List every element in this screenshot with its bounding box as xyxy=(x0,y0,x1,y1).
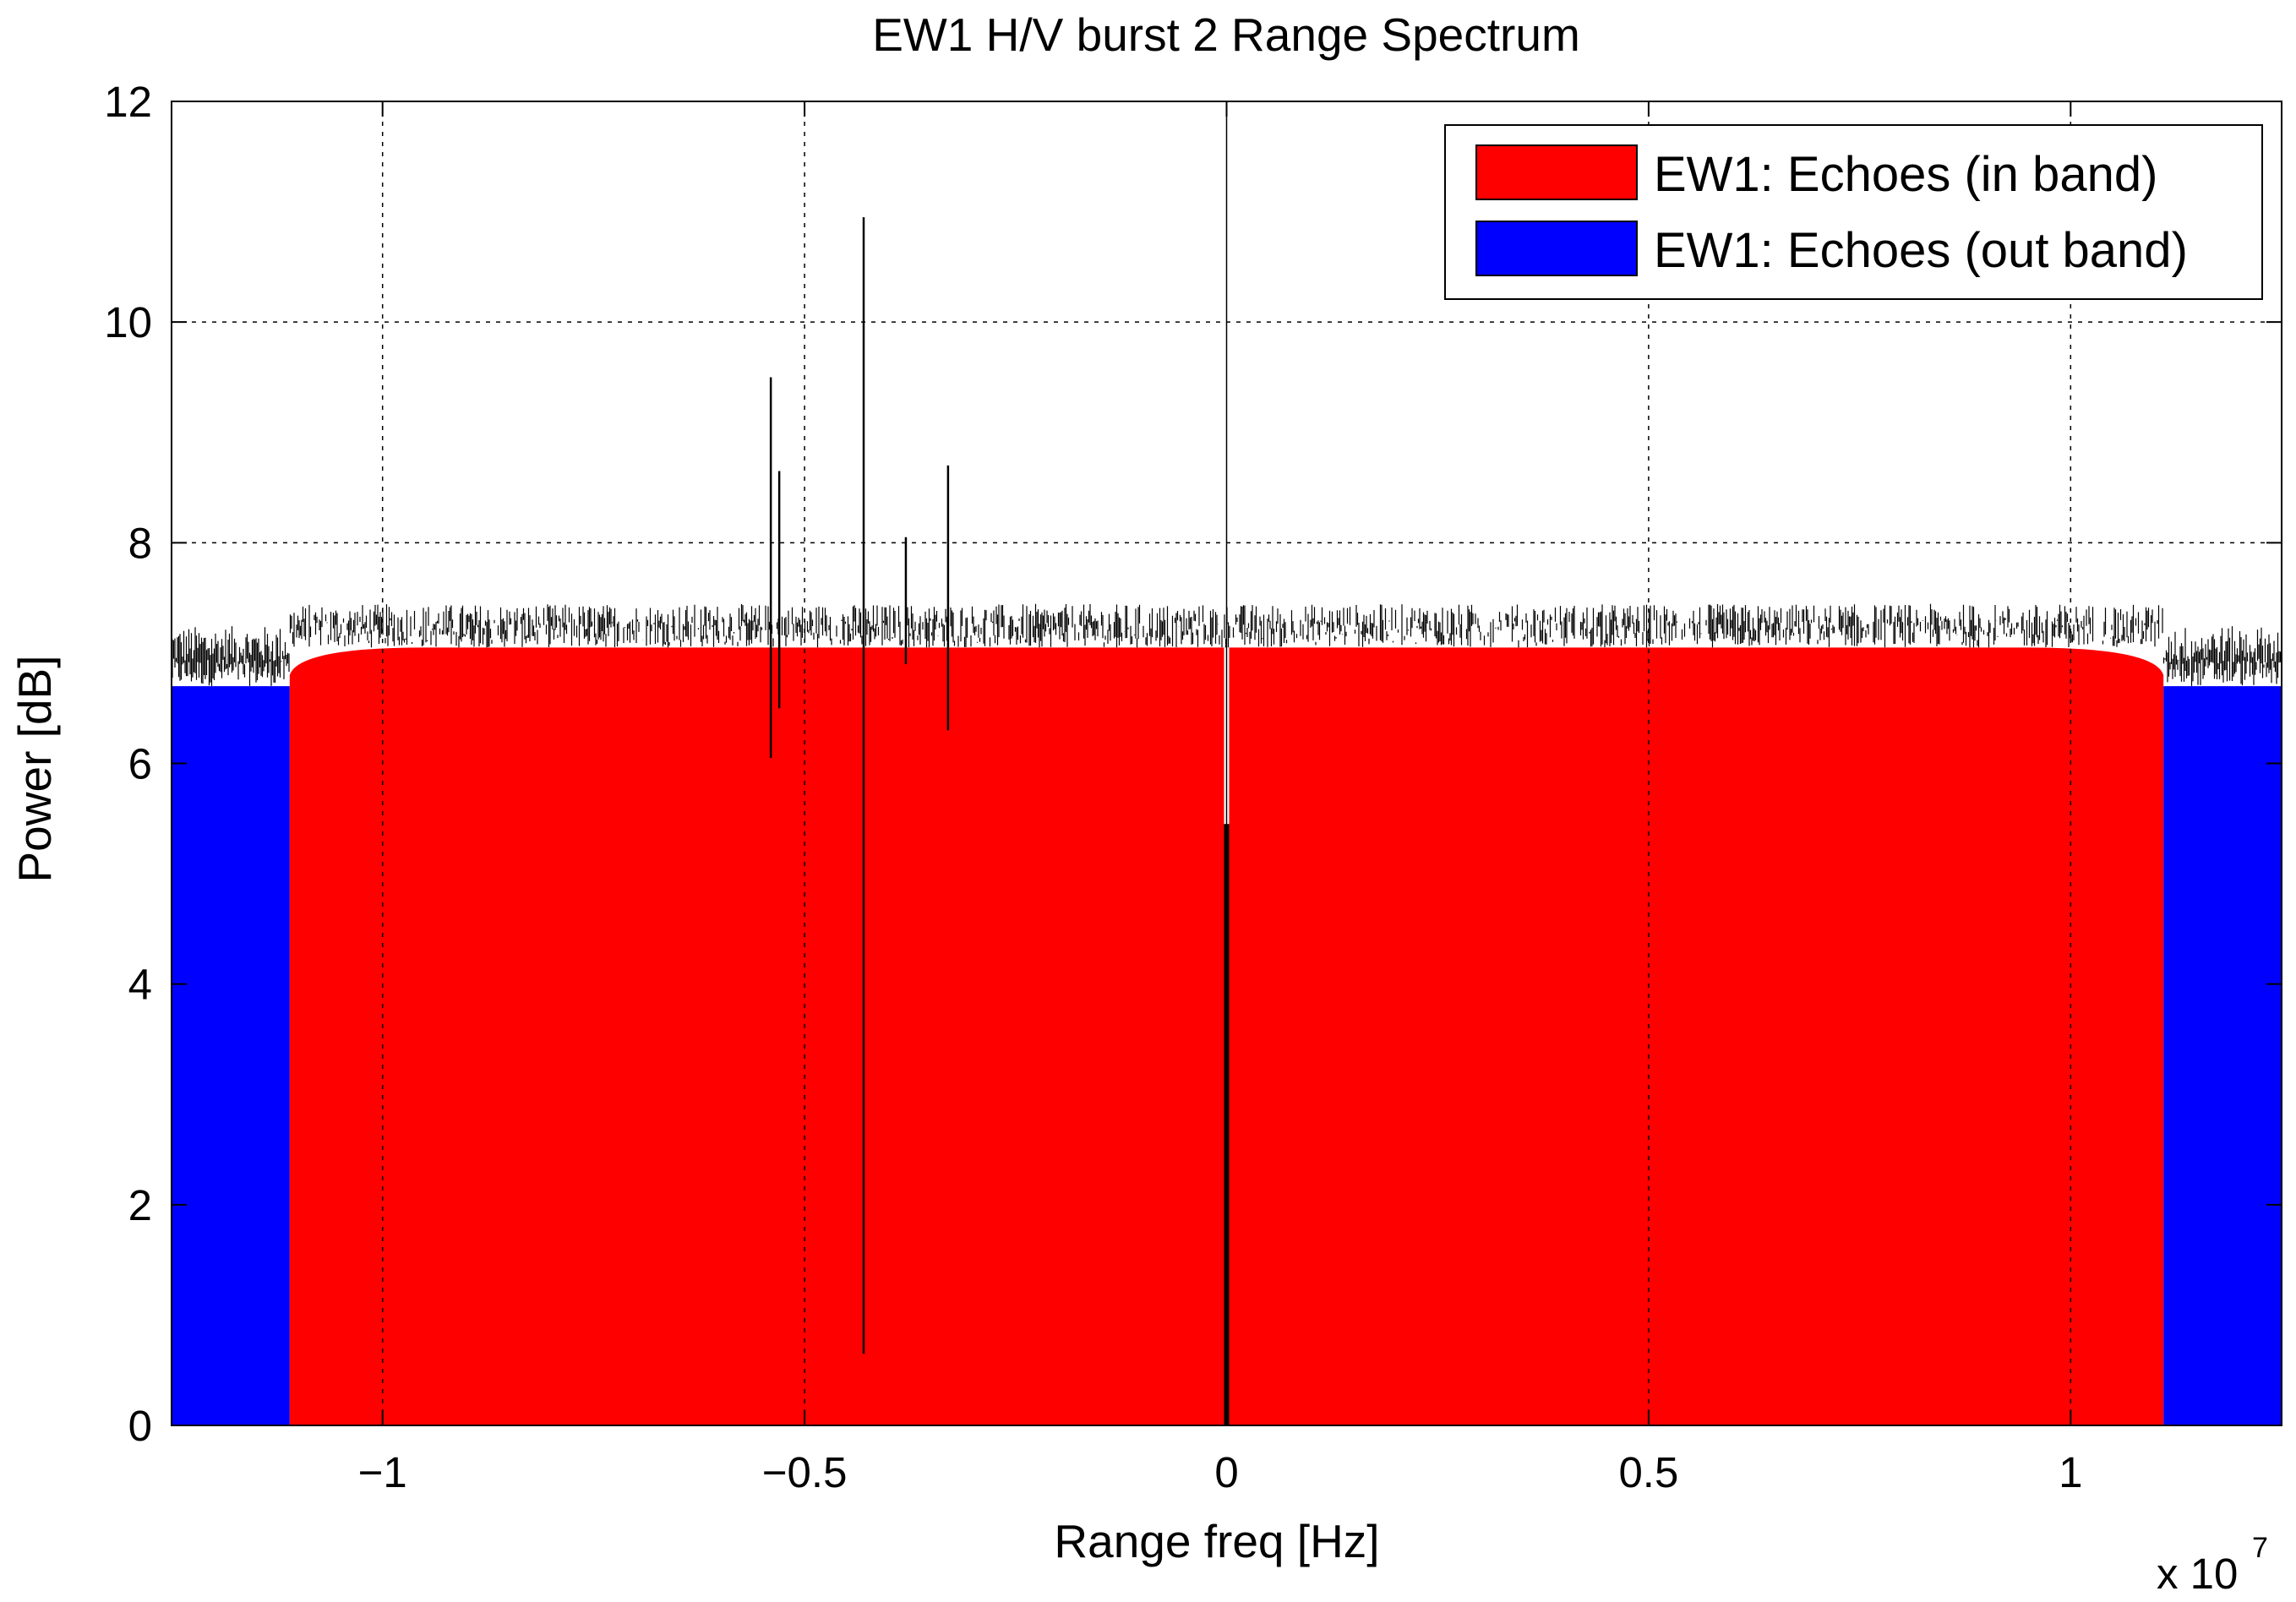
y-tick-label-5: 10 xyxy=(104,298,152,346)
chart-title: EW1 H/V burst 2 Range Spectrum xyxy=(872,8,1580,61)
x-axis-label: Range freq [Hz] xyxy=(1054,1515,1379,1567)
out-band-region-2 xyxy=(2163,686,2282,1425)
y-tick-label-3: 6 xyxy=(128,740,152,788)
legend-swatch-in-band xyxy=(1475,144,1638,200)
x-tick-label-4: 1 xyxy=(2059,1448,2082,1496)
x-tick-label-1: −0.5 xyxy=(762,1448,848,1496)
legend: EW1: Echoes (in band) EW1: Echoes (out b… xyxy=(1444,124,2263,300)
x-multiplier-exponent: 7 xyxy=(2252,1532,2268,1564)
out-band-region-1 xyxy=(172,686,290,1425)
legend-label-in-band: EW1: Echoes (in band) xyxy=(1654,147,2157,202)
y-tick-label-0: 0 xyxy=(128,1402,152,1450)
y-tick-label-6: 12 xyxy=(104,78,152,126)
x-tick-label-3: 0.5 xyxy=(1618,1448,1678,1496)
y-tick-label-4: 8 xyxy=(128,519,152,567)
y-axis-label: Power [dB] xyxy=(8,655,61,882)
x-axis-multiplier: x 10 7 xyxy=(2157,1532,2268,1598)
legend-swatch-out-band xyxy=(1475,221,1638,276)
y-tick-label-2: 4 xyxy=(128,961,152,1009)
y-tick-label-1: 2 xyxy=(128,1181,152,1229)
x-tick-label-2: 0 xyxy=(1214,1448,1238,1496)
x-multiplier-base: x 10 xyxy=(2157,1550,2238,1598)
x-tick-label-0: −1 xyxy=(358,1448,407,1496)
legend-label-out-band: EW1: Echoes (out band) xyxy=(1654,223,2188,278)
grid-lines xyxy=(172,101,2282,1425)
